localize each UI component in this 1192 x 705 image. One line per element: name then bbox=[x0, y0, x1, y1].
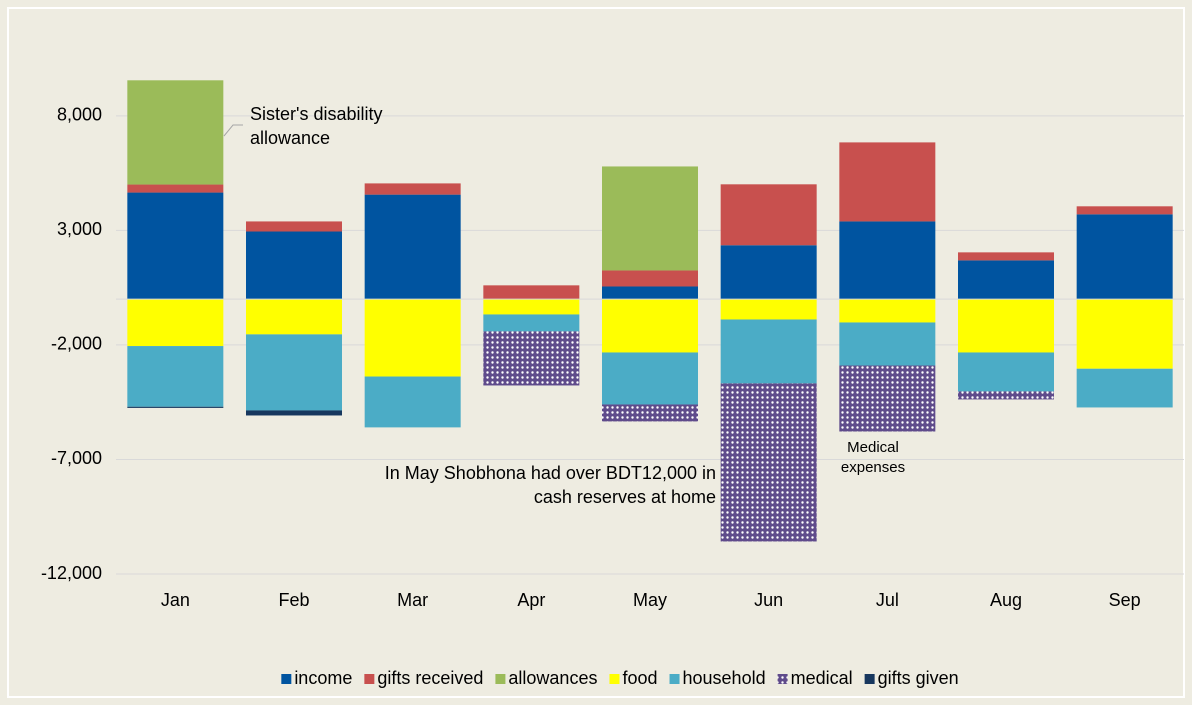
legend-label: food bbox=[622, 668, 657, 688]
legend-label: medical bbox=[791, 668, 853, 688]
legend-label: household bbox=[683, 668, 766, 688]
bar-segment bbox=[1076, 368, 1173, 408]
bar-segment bbox=[1076, 214, 1173, 300]
bar-segment bbox=[958, 260, 1054, 300]
x-tick-label: Aug bbox=[990, 590, 1022, 610]
x-tick-label: Sep bbox=[1109, 590, 1141, 610]
legend-label: gifts given bbox=[878, 668, 959, 688]
legend-marker bbox=[669, 674, 680, 684]
bar-segment bbox=[127, 299, 224, 347]
bar-segment bbox=[246, 334, 342, 411]
bar-segment bbox=[127, 346, 224, 407]
bar-segment bbox=[839, 365, 936, 432]
bar-segment bbox=[246, 221, 342, 232]
bar-segment bbox=[364, 376, 461, 428]
bar-segment bbox=[958, 299, 1054, 353]
bar-segment bbox=[1076, 299, 1173, 369]
bar-segment bbox=[1076, 206, 1173, 215]
bar-segment bbox=[602, 352, 698, 405]
legend-marker bbox=[777, 674, 788, 684]
legend-marker bbox=[281, 674, 292, 684]
bar-segment bbox=[720, 245, 817, 300]
annotation-leader bbox=[223, 124, 243, 137]
annotation: In May Shobhona had over BDT12,000 in bbox=[385, 463, 716, 483]
x-tick-label: May bbox=[633, 590, 667, 610]
bar-segment bbox=[602, 404, 698, 422]
bar-segment bbox=[720, 383, 817, 542]
bar-segment bbox=[127, 406, 224, 408]
x-tick-label: Mar bbox=[397, 590, 428, 610]
bar-segment bbox=[127, 192, 224, 300]
bar-segment bbox=[720, 184, 817, 246]
bar-segment bbox=[602, 270, 698, 287]
legend-marker bbox=[364, 674, 375, 684]
bar-segment bbox=[483, 331, 580, 386]
legend-marker bbox=[495, 674, 506, 684]
legend-label: income bbox=[294, 668, 352, 688]
x-tick-label: Apr bbox=[517, 590, 545, 610]
bar-segment bbox=[720, 319, 817, 384]
x-tick-label: Jul bbox=[876, 590, 899, 610]
bar-segment bbox=[364, 299, 461, 377]
bar-segment bbox=[246, 299, 342, 335]
y-tick-label: -12,000 bbox=[41, 563, 102, 583]
legend-label: allowances bbox=[508, 668, 597, 688]
legend-marker bbox=[609, 674, 620, 684]
bar-segment bbox=[483, 299, 580, 315]
y-tick-label: 3,000 bbox=[57, 219, 102, 239]
bar-segment bbox=[483, 314, 580, 332]
bar-segment bbox=[958, 252, 1054, 261]
y-tick-label: 8,000 bbox=[57, 105, 102, 125]
annotation: cash reserves at home bbox=[534, 487, 716, 507]
bar-segment bbox=[720, 299, 817, 320]
bar-segment bbox=[839, 221, 936, 300]
annotation: allowance bbox=[250, 128, 330, 148]
bar-segment bbox=[246, 410, 342, 416]
bar-segment bbox=[839, 142, 936, 222]
bar-segment bbox=[839, 322, 936, 366]
bar-segment bbox=[602, 286, 698, 300]
bar-segment bbox=[602, 299, 698, 353]
bar-segment bbox=[602, 166, 698, 271]
bar-segment bbox=[127, 184, 224, 193]
x-tick-label: Jun bbox=[754, 590, 783, 610]
bar-segment bbox=[839, 299, 936, 323]
bar-segment bbox=[127, 80, 224, 185]
bar-segment bbox=[958, 352, 1054, 392]
legend-marker bbox=[864, 674, 875, 684]
bar-segment bbox=[958, 391, 1054, 400]
bar-segment bbox=[483, 285, 580, 300]
legend-label: gifts received bbox=[377, 668, 483, 688]
x-tick-label: Jan bbox=[161, 590, 190, 610]
bar-segment bbox=[364, 194, 461, 300]
annotation: expenses bbox=[841, 459, 905, 476]
annotation: Medical bbox=[847, 439, 899, 456]
bar-segment bbox=[364, 183, 461, 195]
y-tick-label: -7,000 bbox=[51, 448, 102, 468]
x-tick-label: Feb bbox=[278, 590, 309, 610]
bar-segment bbox=[246, 231, 342, 300]
y-tick-label: -2,000 bbox=[51, 334, 102, 354]
annotation: Sister's disability bbox=[250, 104, 382, 124]
